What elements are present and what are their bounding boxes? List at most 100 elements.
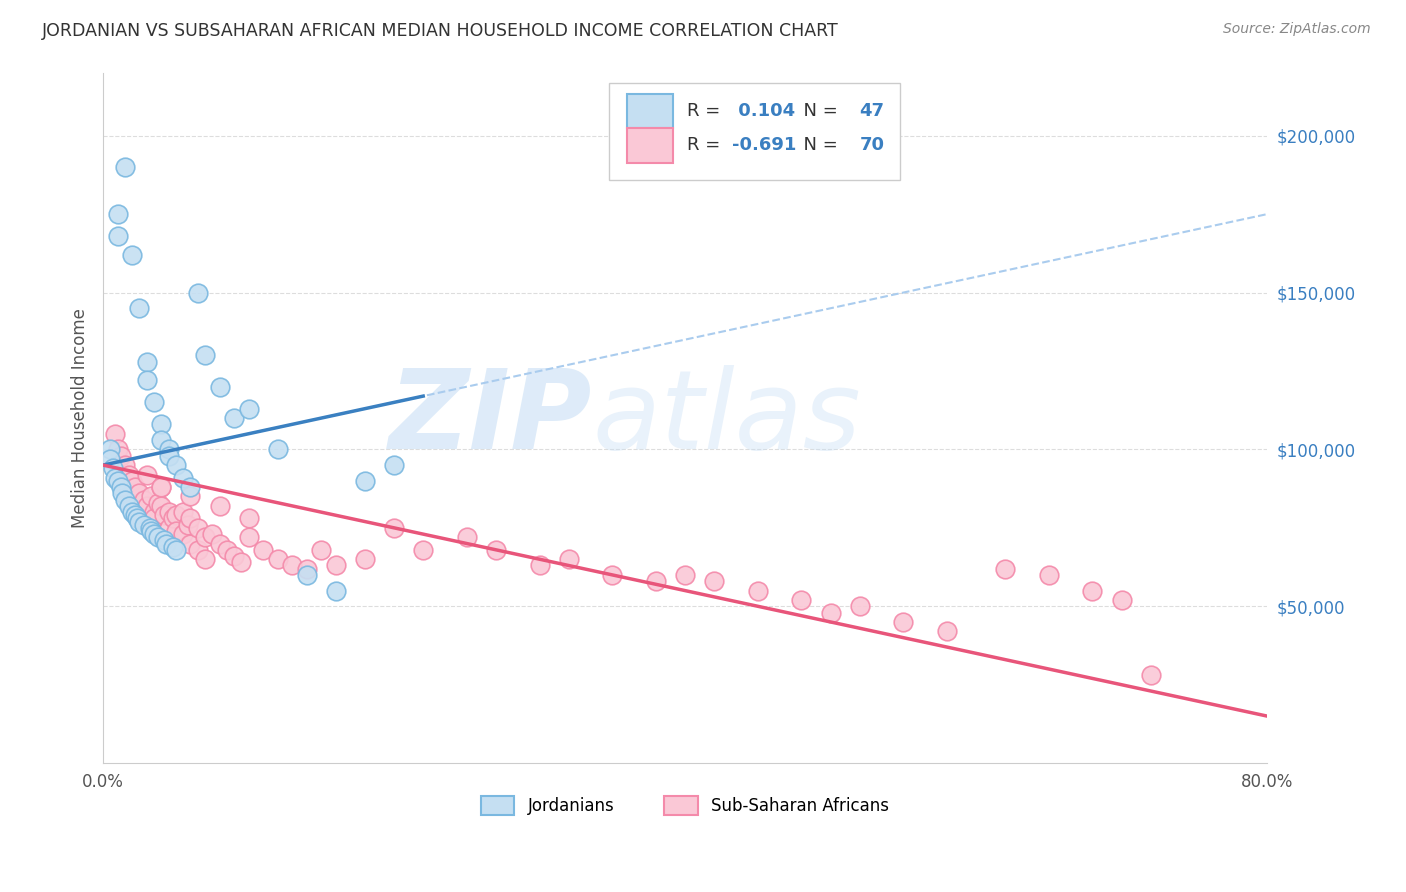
Point [456, 530, 478, 544]
Point [150, 480, 173, 494]
Point [208, 499, 231, 513]
Point [1081, 583, 1104, 598]
Point [295, 561, 318, 575]
Point [172, 527, 194, 541]
Point [187, 521, 209, 535]
Point [107, 229, 129, 244]
Point [150, 433, 173, 447]
Point [354, 552, 377, 566]
Point [114, 160, 136, 174]
Point [124, 508, 146, 523]
Text: N =: N = [792, 102, 844, 120]
Point [162, 511, 184, 525]
Point [325, 558, 347, 573]
Point [891, 615, 914, 629]
Point [107, 474, 129, 488]
Point [162, 540, 184, 554]
Legend: Jordanians, Sub-Saharan Africans: Jordanians, Sub-Saharan Africans [472, 788, 897, 824]
Point [790, 593, 813, 607]
Point [194, 552, 217, 566]
Point [139, 490, 162, 504]
Point [215, 542, 238, 557]
Point [128, 301, 150, 316]
Point [165, 524, 187, 538]
Point [111, 486, 134, 500]
Point [382, 458, 405, 472]
Point [143, 395, 166, 409]
Point [187, 542, 209, 557]
Point [114, 458, 136, 472]
Text: N =: N = [792, 136, 844, 154]
Point [125, 511, 148, 525]
Point [135, 373, 157, 387]
Point [135, 499, 157, 513]
Text: 70: 70 [859, 136, 884, 154]
Bar [627, 128, 673, 162]
Point [135, 467, 157, 482]
Point [485, 542, 508, 557]
Point [747, 583, 769, 598]
Point [135, 354, 157, 368]
Point [187, 285, 209, 300]
Point [107, 442, 129, 457]
Point [311, 542, 333, 557]
Point [155, 536, 177, 550]
Point [150, 417, 173, 432]
Text: ZIP: ZIP [388, 365, 592, 472]
Point [529, 558, 551, 573]
Point [179, 480, 201, 494]
Point [935, 624, 957, 639]
Point [645, 574, 668, 589]
Point [176, 517, 198, 532]
Point [267, 442, 290, 457]
Point [100, 442, 122, 457]
Point [100, 451, 122, 466]
Point [138, 521, 160, 535]
Point [150, 480, 173, 494]
Point [820, 606, 842, 620]
Point [673, 568, 696, 582]
Point [110, 449, 132, 463]
Point [703, 574, 725, 589]
Point [1111, 593, 1133, 607]
Text: atlas: atlas [592, 365, 860, 472]
Point [148, 530, 170, 544]
Point [143, 505, 166, 519]
Point [208, 380, 231, 394]
Y-axis label: Median Household Income: Median Household Income [72, 308, 89, 528]
Point [179, 536, 201, 550]
Point [172, 505, 194, 519]
Point [165, 542, 187, 557]
Point [143, 527, 166, 541]
Point [325, 583, 347, 598]
Point [1139, 668, 1161, 682]
Point [208, 536, 231, 550]
Point [994, 561, 1017, 575]
Point [267, 552, 290, 566]
Point [107, 207, 129, 221]
Point [252, 542, 274, 557]
Point [153, 533, 176, 548]
Point [114, 492, 136, 507]
Point [157, 442, 180, 457]
Point [143, 511, 166, 525]
Point [153, 508, 176, 523]
Point [172, 470, 194, 484]
Point [201, 527, 224, 541]
Bar [627, 94, 673, 128]
Point [124, 480, 146, 494]
Point [139, 524, 162, 538]
Point [194, 530, 217, 544]
Point [238, 511, 260, 525]
Point [121, 505, 143, 519]
Point [848, 599, 870, 614]
Point [1038, 568, 1060, 582]
Point [179, 490, 201, 504]
Point [132, 517, 155, 532]
Point [354, 474, 377, 488]
Point [412, 542, 434, 557]
Point [118, 499, 141, 513]
Point [148, 496, 170, 510]
Point [104, 426, 127, 441]
Point [602, 568, 624, 582]
